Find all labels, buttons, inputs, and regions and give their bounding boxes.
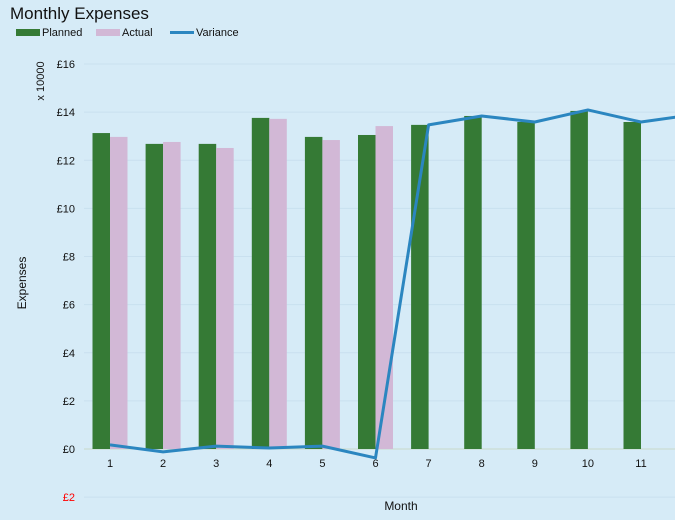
bar-actual <box>163 141 181 449</box>
y-tick-label: £8 <box>63 252 75 264</box>
bar-planned <box>92 133 110 449</box>
x-tick-label: 10 <box>582 458 594 470</box>
x-tick-label: 9 <box>532 458 538 470</box>
y-axis: £16 £14 £12 £10 £8 £6 £4 £2 £0 £2 <box>57 59 75 504</box>
variance-line-group <box>109 108 675 460</box>
y-axis-label: Expenses <box>15 257 29 310</box>
y-tick-label: £2 <box>63 492 75 504</box>
legend-label: Variance <box>196 27 239 39</box>
x-tick-label: 7 <box>426 458 432 470</box>
bar-planned <box>251 117 270 450</box>
y-tick-label: £2 <box>63 396 75 408</box>
y-tick-label: £12 <box>57 155 75 167</box>
x-axis: 123456789101112 <box>107 458 647 470</box>
chart-title: Monthly Expenses <box>10 4 149 23</box>
x-tick-label: 2 <box>160 458 166 470</box>
bar-planned <box>623 121 641 449</box>
bar-planned <box>358 134 376 449</box>
y-tick-label: £6 <box>63 300 75 312</box>
x-tick-label: 4 <box>266 458 272 470</box>
x-tick-label: 3 <box>213 458 219 470</box>
bar-planned <box>517 121 535 449</box>
bars <box>92 110 641 450</box>
legend-label: Actual <box>122 27 153 39</box>
bar-planned <box>198 143 217 449</box>
x-tick-label: 5 <box>319 458 325 470</box>
bar-planned <box>304 136 323 450</box>
x-tick-label: 11 <box>635 458 646 470</box>
legend: Planned Actual Variance <box>16 27 239 39</box>
bar-planned <box>464 115 482 449</box>
bar-actual <box>322 140 340 449</box>
legend-label: Planned <box>42 27 82 39</box>
bar-actual <box>269 118 287 450</box>
y-tick-label: £10 <box>57 203 75 215</box>
y-tick-label: £16 <box>57 59 75 71</box>
legend-swatch-variance <box>170 31 194 34</box>
legend-swatch-actual <box>96 29 120 36</box>
y-tick-label: £4 <box>63 348 75 360</box>
bar-actual <box>110 136 128 450</box>
x-tick-label: 8 <box>479 458 485 470</box>
y-tick-label: £14 <box>57 107 75 119</box>
bar-planned <box>570 110 588 449</box>
bar-planned <box>145 143 164 449</box>
x-tick-label: 6 <box>372 458 378 470</box>
bar-actual <box>216 147 234 449</box>
x-tick-label: 1 <box>107 458 113 470</box>
legend-swatch-planned <box>16 29 40 36</box>
y-multiplier-label: x 10000 <box>35 61 47 100</box>
x-axis-label: Month <box>384 499 417 513</box>
variance-line <box>109 108 675 460</box>
y-tick-label: £0 <box>63 444 75 456</box>
